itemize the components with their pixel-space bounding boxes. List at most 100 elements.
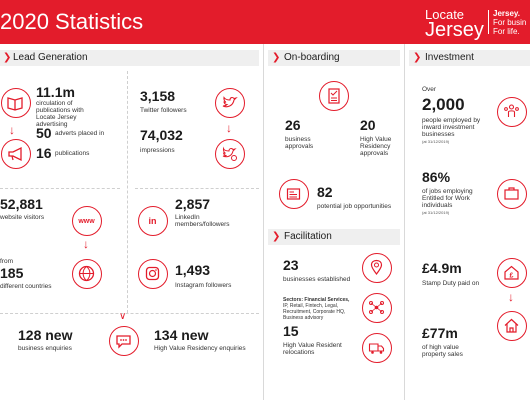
svg-text:£: £ <box>510 273 514 280</box>
chevron-right-icon: ❯ <box>413 52 422 63</box>
relocations-label: High Value Resident <box>283 342 342 349</box>
jobs-pct-value: 86% <box>422 169 451 185</box>
chat-icon <box>109 326 139 356</box>
people-icon <box>497 97 527 127</box>
section-bar-facilitation <box>268 229 400 245</box>
header-bar <box>0 0 530 44</box>
globe-icon <box>72 259 102 289</box>
countries-label: different countries <box>0 283 52 290</box>
hvr-approvals-label: approvals <box>360 150 389 157</box>
arrow-down-icon: ↓ <box>508 290 514 304</box>
logo-text-locate: Locate <box>425 7 465 22</box>
employed-label: businesses <box>422 131 455 138</box>
enquiries-label: business enquiries <box>18 345 72 352</box>
section-bar-onboarding <box>268 50 400 66</box>
house-icon <box>497 311 527 341</box>
section-title-investment: Investment <box>425 52 474 63</box>
hvr-approvals-label: Residency <box>360 143 391 150</box>
linkedin-label: members/followers <box>175 221 230 228</box>
twitter-icon <box>215 88 245 118</box>
circulation-label: publications with <box>36 107 84 114</box>
circulation-value: 11.1m <box>36 84 75 100</box>
employed-note: (at 31/12/2019) <box>422 139 450 144</box>
logo-divider <box>488 10 489 34</box>
jobs-pct-note: (at 31/12/2019) <box>422 210 450 215</box>
jobs-pct-label: Entitled for Work <box>422 195 470 202</box>
column-divider <box>263 44 264 400</box>
established-label: businesses established <box>283 276 351 283</box>
employed-value: 2,000 <box>422 95 465 114</box>
over-label: Over <box>422 86 437 93</box>
enquiries-value: 128 new <box>18 327 73 343</box>
column-divider <box>404 44 405 400</box>
section-title-onboarding: On-boarding <box>284 52 340 63</box>
job-opportunities-label: potential job opportunities <box>317 203 392 210</box>
twitter-value: 3,158 <box>140 88 176 104</box>
megaphone-icon <box>1 139 31 169</box>
dashed-divider <box>135 188 259 189</box>
publications-label: publications <box>55 150 90 157</box>
chevron-right-icon: ❯ <box>272 231 281 242</box>
page-title: 2020 Statistics <box>0 9 144 34</box>
circulation-label: circulation of <box>36 100 73 107</box>
logo-text-jersey: Jersey <box>425 19 484 41</box>
section-bar-investment <box>409 50 530 66</box>
jobs-newspaper-icon <box>279 179 309 209</box>
svg-text:www: www <box>77 218 95 225</box>
hvr-enquiries-label: High Value Residency enquiries <box>154 345 246 352</box>
tagline-2: For busin <box>493 18 527 27</box>
visitors-label: website visitors <box>0 214 45 221</box>
adverts-label: adverts placed in <box>55 130 105 137</box>
visitors-value: 52,881 <box>0 196 43 212</box>
section-bar-lead-generation <box>0 50 259 66</box>
arrow-down-icon: ↓ <box>9 123 15 137</box>
briefcase-icon <box>497 179 527 209</box>
stamp-duty-label: Stamp Duty paid on <box>422 280 480 287</box>
section-title-lead-generation: Lead Generation <box>13 52 88 63</box>
circulation-label: Locate Jersey <box>36 114 77 121</box>
hvr-approvals-label: High Value <box>360 136 392 143</box>
property-sales-label: of high value <box>422 344 459 351</box>
business-approvals-label: approvals <box>285 143 314 150</box>
network-icon <box>362 293 392 323</box>
hvr-enquiries-value: 134 new <box>154 327 209 343</box>
checklist-icon <box>319 81 349 111</box>
truck-icon <box>362 333 392 363</box>
established-value: 23 <box>283 257 299 273</box>
linkedin-icon: in <box>138 206 168 236</box>
arrow-down-icon: ↓ <box>83 237 89 251</box>
employed-label: people employed by <box>422 117 481 124</box>
instagram-value: 1,493 <box>175 262 211 278</box>
pound-house-icon: £ <box>497 258 527 288</box>
section-title-facilitation: Facilitation <box>284 231 332 242</box>
relocations-label: relocations <box>283 349 315 356</box>
countries-pre-label: from <box>0 258 13 265</box>
employed-label: inward investment <box>422 124 475 131</box>
business-approvals-value: 26 <box>285 117 301 133</box>
tagline-3: For life. <box>493 27 520 36</box>
sectors-text: Recruitment, Corporate HQ, <box>283 309 346 315</box>
relocations-value: 15 <box>283 323 299 339</box>
instagram-label: Instagram followers <box>175 282 232 289</box>
linkedin-value: 2,857 <box>175 196 211 212</box>
jobs-pct-label: individuals <box>422 202 453 209</box>
twitter-label: Twitter followers <box>140 107 187 114</box>
location-search-icon <box>362 253 392 283</box>
chevron-right-icon: ❯ <box>3 52 12 63</box>
www-icon: www <box>72 206 102 236</box>
dashed-divider <box>127 71 128 313</box>
publications-value: 16 <box>36 145 52 161</box>
chevron-down-icon: ∨ <box>119 311 127 322</box>
property-sales-label: property sales <box>422 351 463 358</box>
chevron-right-icon: ❯ <box>272 52 281 63</box>
impressions-value: 74,032 <box>140 127 183 143</box>
hvr-approvals-value: 20 <box>360 117 376 133</box>
twitter-impressions-icon <box>215 139 245 169</box>
sectors-text: Business advisory <box>283 315 324 321</box>
business-approvals-label: business <box>285 136 311 143</box>
circulation-label: advertising <box>36 121 68 128</box>
svg-text:in: in <box>149 216 157 226</box>
sectors-text: IP, Retail, Fintech, Legal, <box>283 303 339 309</box>
book-icon <box>1 88 31 118</box>
arrow-down-icon: ↓ <box>226 121 232 135</box>
